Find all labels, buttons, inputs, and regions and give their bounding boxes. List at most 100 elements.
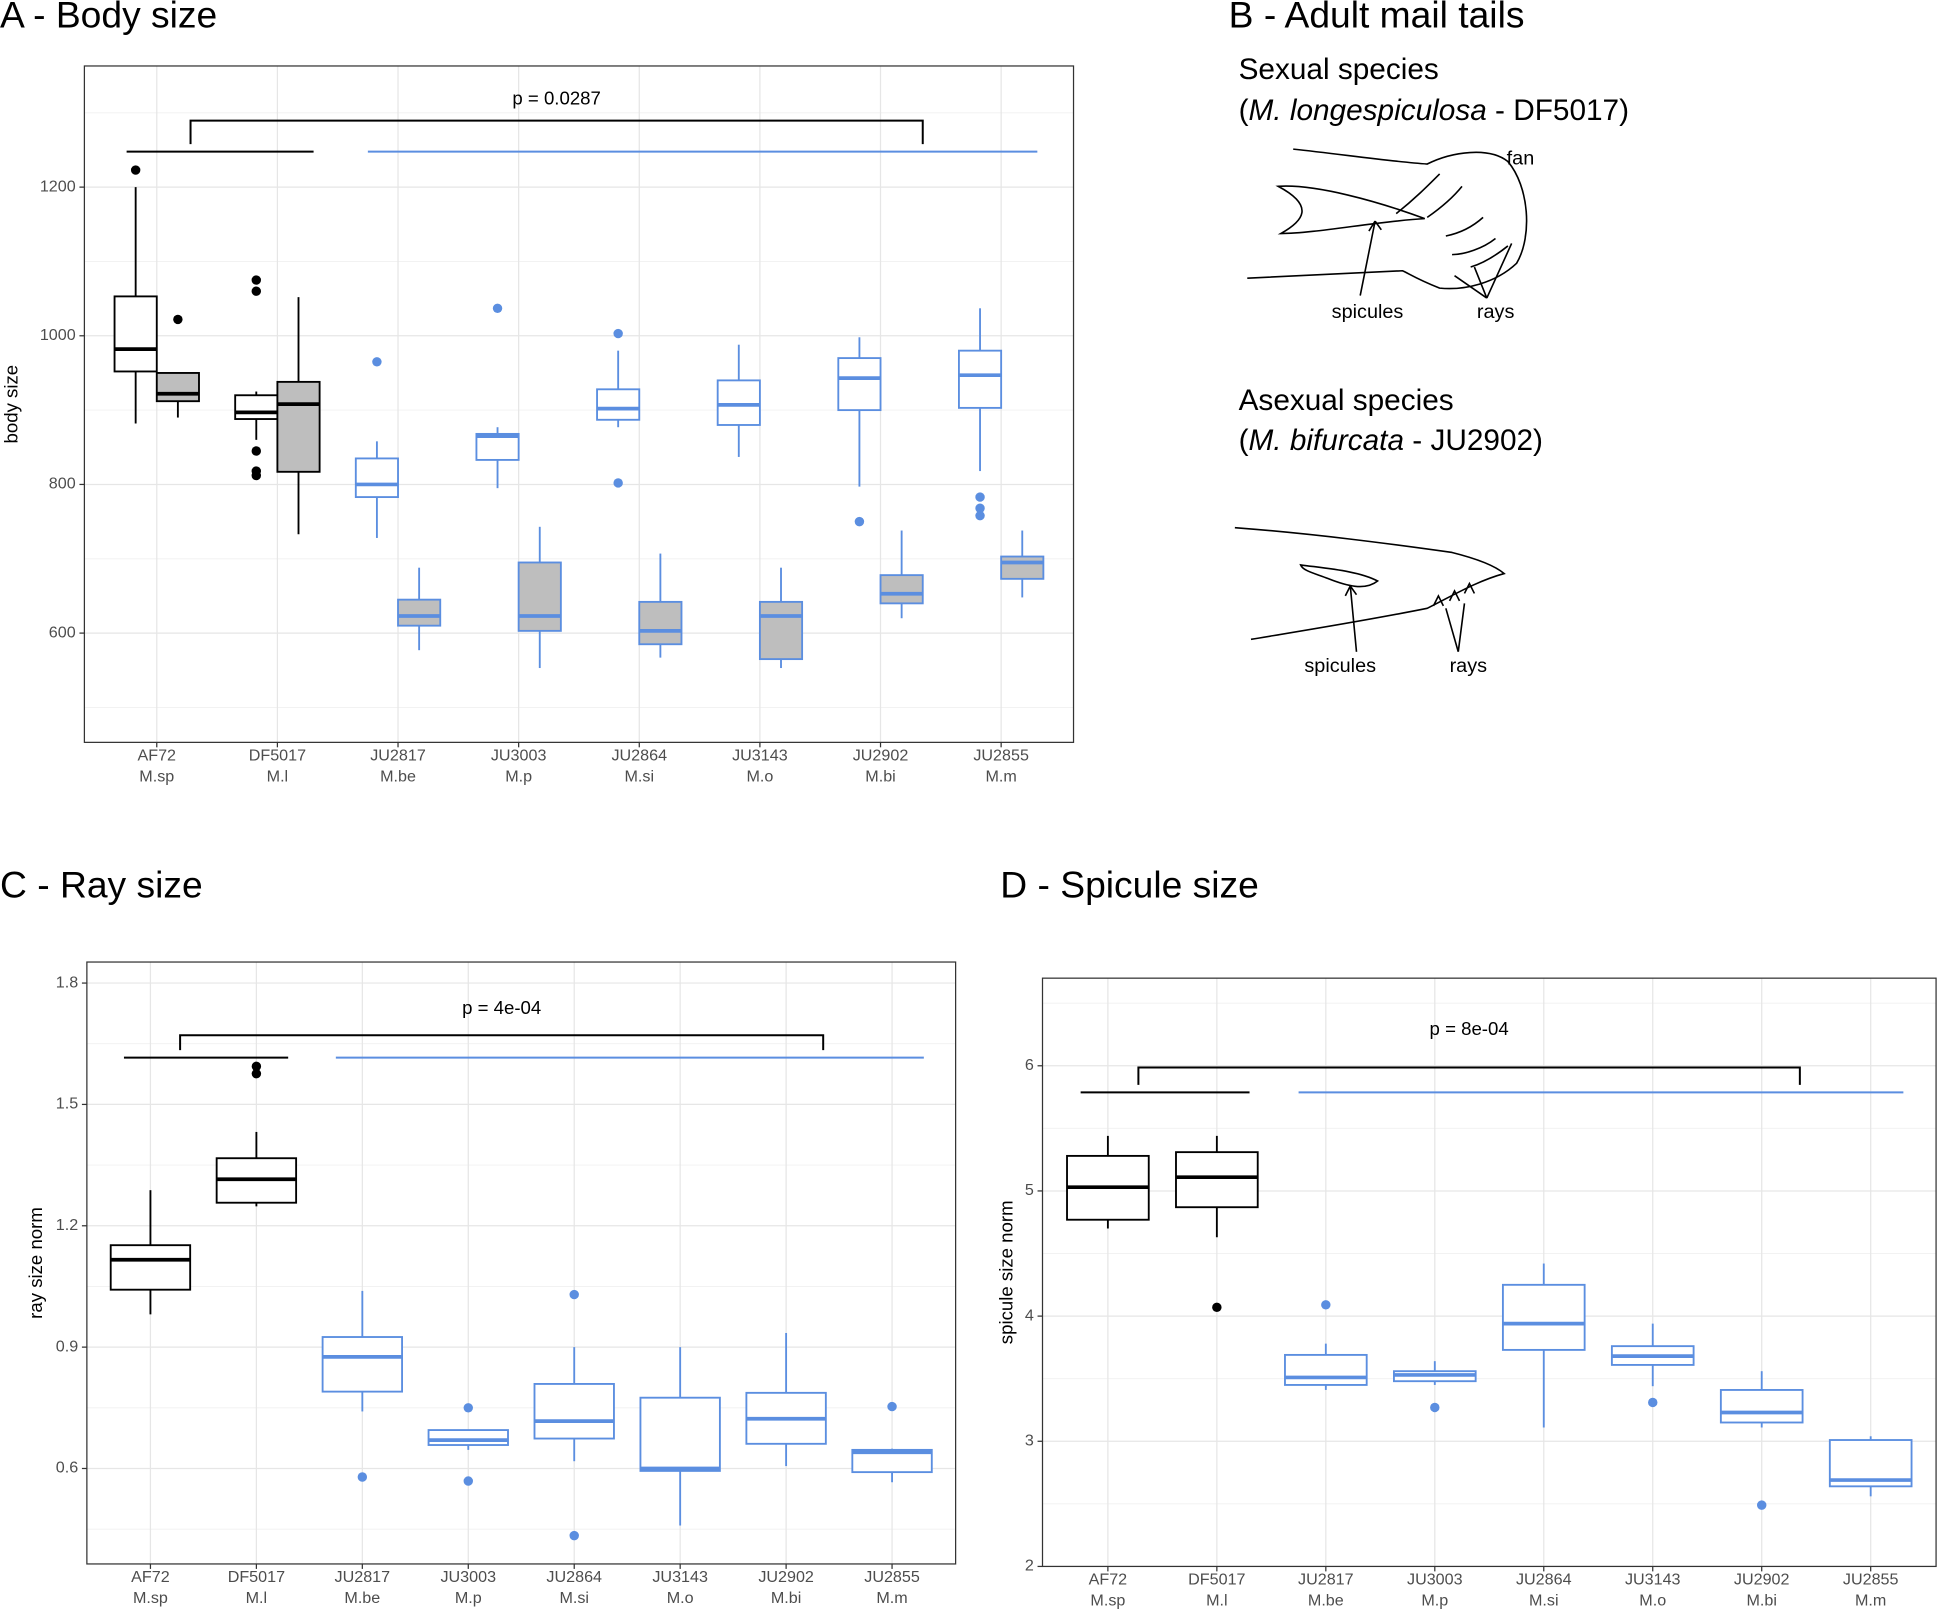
x-tick-sublabel: M.si	[559, 1589, 589, 1607]
p-value: p = 4e-04	[462, 997, 541, 1018]
label-rays: rays	[1450, 655, 1488, 677]
heading: Sexual species	[1239, 53, 1439, 86]
outlier	[1212, 1302, 1222, 1313]
x-tick-sublabel: M.l	[246, 1589, 268, 1607]
x-tick-label: JU3143	[732, 746, 788, 764]
box	[234, 394, 279, 420]
box	[109, 1244, 192, 1291]
box	[596, 388, 641, 421]
outlier	[1648, 1397, 1658, 1408]
y-tick-label: 3	[1025, 1432, 1034, 1450]
y-tick-label: 1.5	[56, 1095, 78, 1113]
outlier	[569, 1289, 579, 1300]
x-tick-sublabel: M.sp	[1090, 1591, 1125, 1609]
y-tick-label: 1.8	[56, 973, 78, 991]
plot-background	[1042, 978, 1937, 1567]
panel-title: A - Body size	[0, 0, 217, 35]
x-tick-sublabel: M.p	[455, 1589, 482, 1607]
x-tick-label: JU2902	[853, 746, 909, 764]
outlier	[130, 165, 141, 175]
x-tick-label: JU2864	[611, 746, 667, 764]
significance-bracket	[1137, 1066, 1801, 1085]
x-tick-sublabel: M.p	[505, 767, 532, 785]
panel-title: D - Spicule size	[1000, 863, 1259, 905]
x-tick-sublabel: M.m	[876, 1589, 907, 1607]
box	[354, 457, 399, 499]
outlier	[173, 314, 183, 325]
x-tick-label: JU2855	[973, 746, 1029, 764]
outlier	[251, 275, 262, 285]
box	[958, 349, 1003, 409]
panel: D - Spicule size 2 3 4 5 6 spicule size norm AF…	[996, 863, 1937, 1609]
outlier	[1321, 1300, 1331, 1310]
x-tick-label: JU2817	[370, 746, 426, 764]
box	[716, 379, 761, 426]
x-tick-label: DF5017	[249, 746, 306, 764]
box	[427, 1429, 509, 1446]
x-tick-label: JU3143	[652, 1568, 708, 1586]
label-spicules: spicules	[1304, 655, 1376, 677]
plot-background	[86, 962, 956, 1564]
y-tick-label: 0.6	[56, 1459, 78, 1477]
asexual-tail-drawing	[1234, 526, 1506, 652]
x-tick-label: JU3003	[440, 1568, 496, 1586]
x-tick-sublabel: M.m	[1855, 1591, 1886, 1609]
heading: Asexual species	[1239, 384, 1454, 417]
box	[879, 574, 924, 605]
box	[639, 1396, 721, 1472]
x-tick-label: AF72	[137, 746, 176, 764]
x-tick-label: JU2817	[335, 1568, 391, 1586]
x-tick-label: JU2902	[758, 1568, 814, 1586]
significance-bracket	[179, 1034, 825, 1051]
box	[517, 561, 562, 632]
x-tick-sublabel: M.si	[624, 767, 654, 785]
strain: - DF5017)	[1487, 94, 1629, 127]
box	[397, 598, 442, 627]
y-tick-label: 4	[1025, 1306, 1034, 1324]
label-rays: rays	[1477, 301, 1515, 323]
y-tick-label: 800	[49, 475, 76, 493]
x-tick-label: JU2817	[1298, 1570, 1354, 1588]
x-tick-label: JU2864	[546, 1568, 602, 1586]
box	[758, 600, 804, 661]
species-line: (M. longespiculosa - DF5017)	[1239, 94, 1629, 127]
outlier	[975, 510, 985, 521]
x-tick-label: DF5017	[1188, 1570, 1245, 1588]
box	[837, 357, 882, 412]
species: M. longespiculosa	[1249, 94, 1487, 127]
outlier	[251, 1068, 262, 1079]
box	[1501, 1283, 1586, 1351]
x-tick-sublabel: M.o	[1639, 1591, 1666, 1609]
outlier	[613, 328, 623, 339]
label-spicules: spicules	[1332, 301, 1404, 323]
strain: - JU2902)	[1404, 424, 1543, 457]
p-value: p = 8e-04	[1430, 1018, 1509, 1039]
box	[321, 1336, 403, 1393]
x-tick-sublabel: M.be	[1308, 1591, 1344, 1609]
sexual-tail-drawing	[1247, 148, 1528, 299]
y-axis-label: body size	[0, 365, 21, 444]
y-tick-label: 2	[1025, 1557, 1034, 1575]
y-tick-label: 1200	[40, 177, 76, 195]
x-tick-sublabel: M.bi	[1746, 1591, 1776, 1609]
paren: (	[1239, 94, 1249, 127]
outlier	[854, 516, 865, 527]
outlier	[887, 1401, 897, 1412]
outlier	[492, 303, 503, 314]
x-tick-sublabel: M.bi	[865, 767, 895, 785]
box	[155, 372, 200, 403]
x-tick-sublabel: M.o	[667, 1589, 694, 1607]
outlier	[357, 1472, 368, 1482]
outlier	[1756, 1500, 1767, 1510]
x-tick-sublabel: M.be	[344, 1589, 380, 1607]
x-tick-sublabel: M.p	[1421, 1591, 1448, 1609]
x-tick-label: JU2902	[1734, 1570, 1790, 1588]
box	[475, 432, 520, 461]
outlier	[975, 492, 985, 502]
outlier	[463, 1403, 473, 1413]
y-tick-label: 0.9	[56, 1337, 78, 1355]
species: M. bifurcata	[1249, 424, 1404, 457]
box	[851, 1448, 933, 1474]
plot-border	[86, 961, 957, 1565]
x-tick-label: JU3003	[491, 746, 547, 764]
